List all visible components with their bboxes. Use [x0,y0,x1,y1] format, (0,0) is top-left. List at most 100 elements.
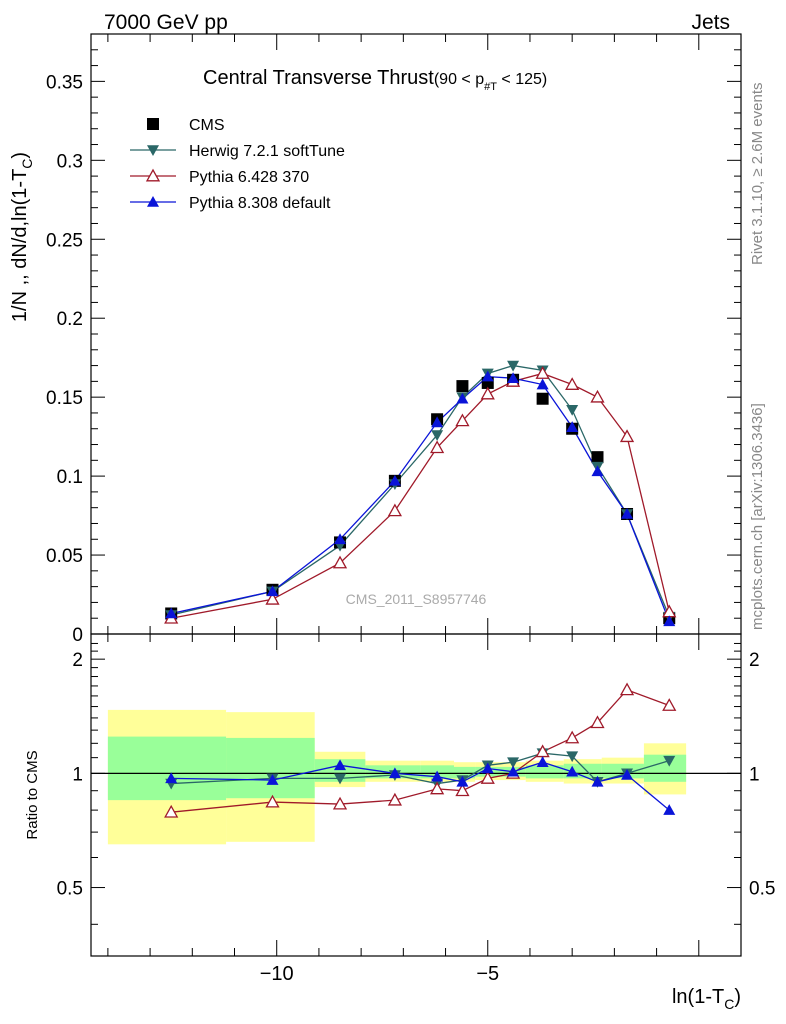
ratio-data-point [164,804,179,818]
x-axis-label-sub: C [724,996,734,1012]
legend-label: Herwig 7.2.1 softTune [189,143,345,160]
ratio-y-tick-label-right: 1 [749,764,760,785]
ratio-y-tick-label-right: 0.5 [749,879,775,900]
ratio-data-point [387,792,403,806]
legend-label: Pythia 8.308 default [189,195,331,212]
main-y-axis-label-main: 1/N ,, dN/d,ln(1-T [9,169,31,322]
ratio-data-point [332,796,348,810]
main-data-point [334,533,347,545]
main-data-point [591,451,604,464]
main-data-point [455,413,470,427]
legend-marker [147,118,159,130]
main-data-point [507,360,520,372]
ratio-green-band [453,766,476,779]
main-series-line [171,372,670,619]
ratio-data-point [480,771,495,784]
legend-marker [145,168,161,182]
main-data-point [332,555,348,569]
main-data-point [456,380,469,393]
main-data-point [431,430,444,442]
ratio-data-point [388,767,401,779]
ratio-green-band [226,737,315,799]
ratio-data-point [621,769,634,780]
legend-marker [147,145,159,156]
chart-subtitle-sub: #T [484,81,497,93]
main-series-line [171,364,670,617]
main-y-axis-label-end: ) [9,152,31,159]
ratio-y-tick-label: 2 [72,650,83,671]
main-panel-axes: 0 0.05 0.1 0.15 0.2 0.25 0.3 0.35 [46,33,741,646]
header-right-label: Jets [691,11,730,34]
rivet-version-label: Rivet 3.1.10, ≥ 2.6M events [749,83,766,266]
ratio-data-point [481,762,494,774]
ratio-data-point [566,765,579,777]
chart-subtitle: (90 < p [434,71,484,88]
ratio-y-tick-label: 1 [72,764,83,785]
legend-marker [147,196,159,207]
ratio-green-band [314,759,366,782]
ratio-y-tick-label: 0.5 [57,879,83,900]
legend-label: CMS [189,117,225,134]
main-data-point [481,370,494,382]
main-data-point [480,386,495,400]
main-data-point [165,607,178,619]
main-y-axis-label: 1/N ,, dN/d,ln(1-TC) [9,152,35,322]
watermark-label: CMS_2011_S8957746 [346,591,487,607]
main-y-tick-label: 0.35 [46,72,83,93]
ratio-data-point [165,772,178,784]
main-data-point [536,392,549,405]
ratio-panel-axes: 0.5 0.5 1 1 2 2 −10 −5 [57,634,775,985]
ratio-data-point [663,804,676,815]
main-data-point [536,378,549,390]
main-data-point [388,474,401,486]
ratio-data-point [591,775,604,787]
ratio-data-point [429,781,445,795]
x-axis-label-main: ln(1-T [672,986,724,1008]
ratio-green-band [525,765,564,779]
main-data-point [387,503,403,517]
chart-title: Central Transverse Thrust(90 < p#T < 125… [203,67,547,93]
main-data-point [266,585,279,597]
ratio-data-point [565,730,580,744]
main-data-point [565,377,580,390]
ratio-data-point [663,755,676,767]
main-data-point [663,615,676,627]
x-axis-label: ln(1-TC) [672,986,741,1012]
main-data-point [566,421,579,432]
ratio-data-point [455,783,470,797]
header-left-label: 7000 GeV pp [104,11,228,34]
ratio-data-point [662,698,677,711]
ratio-data-point [507,765,520,777]
ratio-panel-bands [91,709,741,845]
main-y-tick-label: 0 [72,625,83,646]
ratio-y-tick-label-right: 2 [749,650,760,671]
ratio-green-band [475,766,526,777]
main-data-point [619,429,635,443]
main-y-tick-label: 0.3 [57,151,83,172]
main-data-point [431,416,444,428]
legend: CMS Herwig 7.2.1 softTune Pythia 6.428 370… [130,117,345,212]
main-y-axis-label-sub: C [19,159,35,169]
main-y-tick-label: 0.2 [57,309,83,330]
main-data-point [507,372,520,384]
legend-label: Pythia 6.428 370 [189,169,309,186]
main-data-point [535,366,550,379]
ratio-panel-series [164,682,677,818]
ratio-data-point [566,751,579,763]
main-y-tick-label: 0.1 [57,467,83,488]
ratio-data-point [507,757,520,769]
ratio-panel-frame [90,633,742,957]
main-data-point [621,508,634,519]
main-data-point [591,465,604,477]
chart-title-main: Central Transverse Thrust [203,67,434,89]
ratio-data-point [334,759,347,771]
main-series-line [171,375,670,622]
main-data-point [590,389,605,403]
ratio-green-band [643,754,687,782]
main-data-point [429,440,445,454]
ratio-data-point [431,770,444,782]
ratio-data-point [590,715,605,729]
x-tick-label: −5 [476,963,499,985]
ratio-data-point [266,774,279,785]
